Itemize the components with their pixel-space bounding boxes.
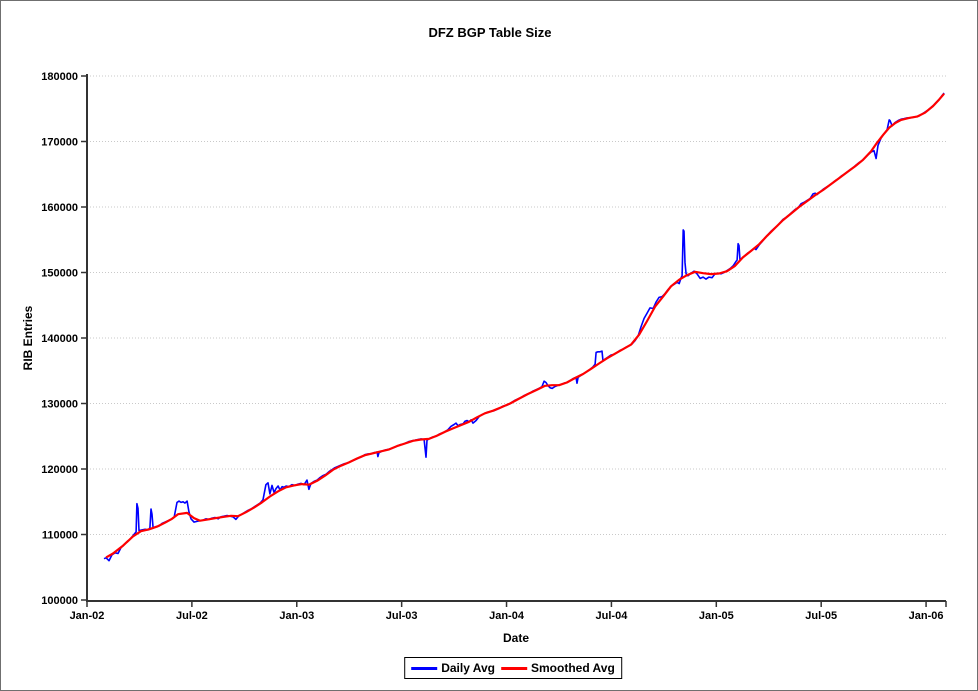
y-tick-label: 110000 — [42, 530, 78, 542]
legend-item-daily-avg: Daily Avg — [411, 661, 495, 675]
x-tick-label: Jul-05 — [805, 610, 837, 622]
y-axis-title: RIB Entries — [21, 305, 35, 371]
smoothed-avg-line-swatch — [501, 666, 528, 670]
legend: Daily Avg Smoothed Avg — [404, 657, 622, 679]
y-tick-label: 130000 — [41, 399, 78, 411]
x-tick-label: Jan-04 — [489, 610, 525, 622]
x-tick-label: Jan-05 — [699, 610, 734, 622]
x-tick-label: Jul-04 — [596, 610, 629, 622]
chart-title: DFZ BGP Table Size — [428, 25, 552, 40]
x-tick-label: Jan-06 — [909, 610, 944, 622]
y-tick-label: 170000 — [41, 137, 78, 149]
x-axis-title: Date — [502, 631, 530, 645]
legend-label-smoothed-avg: Smoothed Avg — [531, 661, 615, 675]
y-tick-label: 180000 — [41, 71, 78, 83]
daily-avg-line-swatch — [411, 666, 438, 670]
x-tick-label: Jan-03 — [279, 610, 314, 622]
x-tick-label: Jul-02 — [176, 610, 208, 622]
smoothed-avg-series — [105, 92, 945, 559]
x-tick-label: Jul-03 — [386, 610, 418, 622]
daily-avg-series — [103, 92, 945, 562]
y-tick-label: 150000 — [41, 268, 78, 280]
y-tick-label: 140000 — [41, 333, 78, 345]
x-tick-label: Jan-02 — [70, 610, 105, 622]
y-tick-label: 120000 — [41, 464, 78, 476]
y-tick-label: 160000 — [41, 202, 78, 214]
legend-label-daily-avg: Daily Avg — [441, 661, 496, 675]
y-tick-label: 100000 — [41, 595, 78, 607]
legend-item-smoothed-avg: Smoothed Avg — [501, 661, 615, 675]
